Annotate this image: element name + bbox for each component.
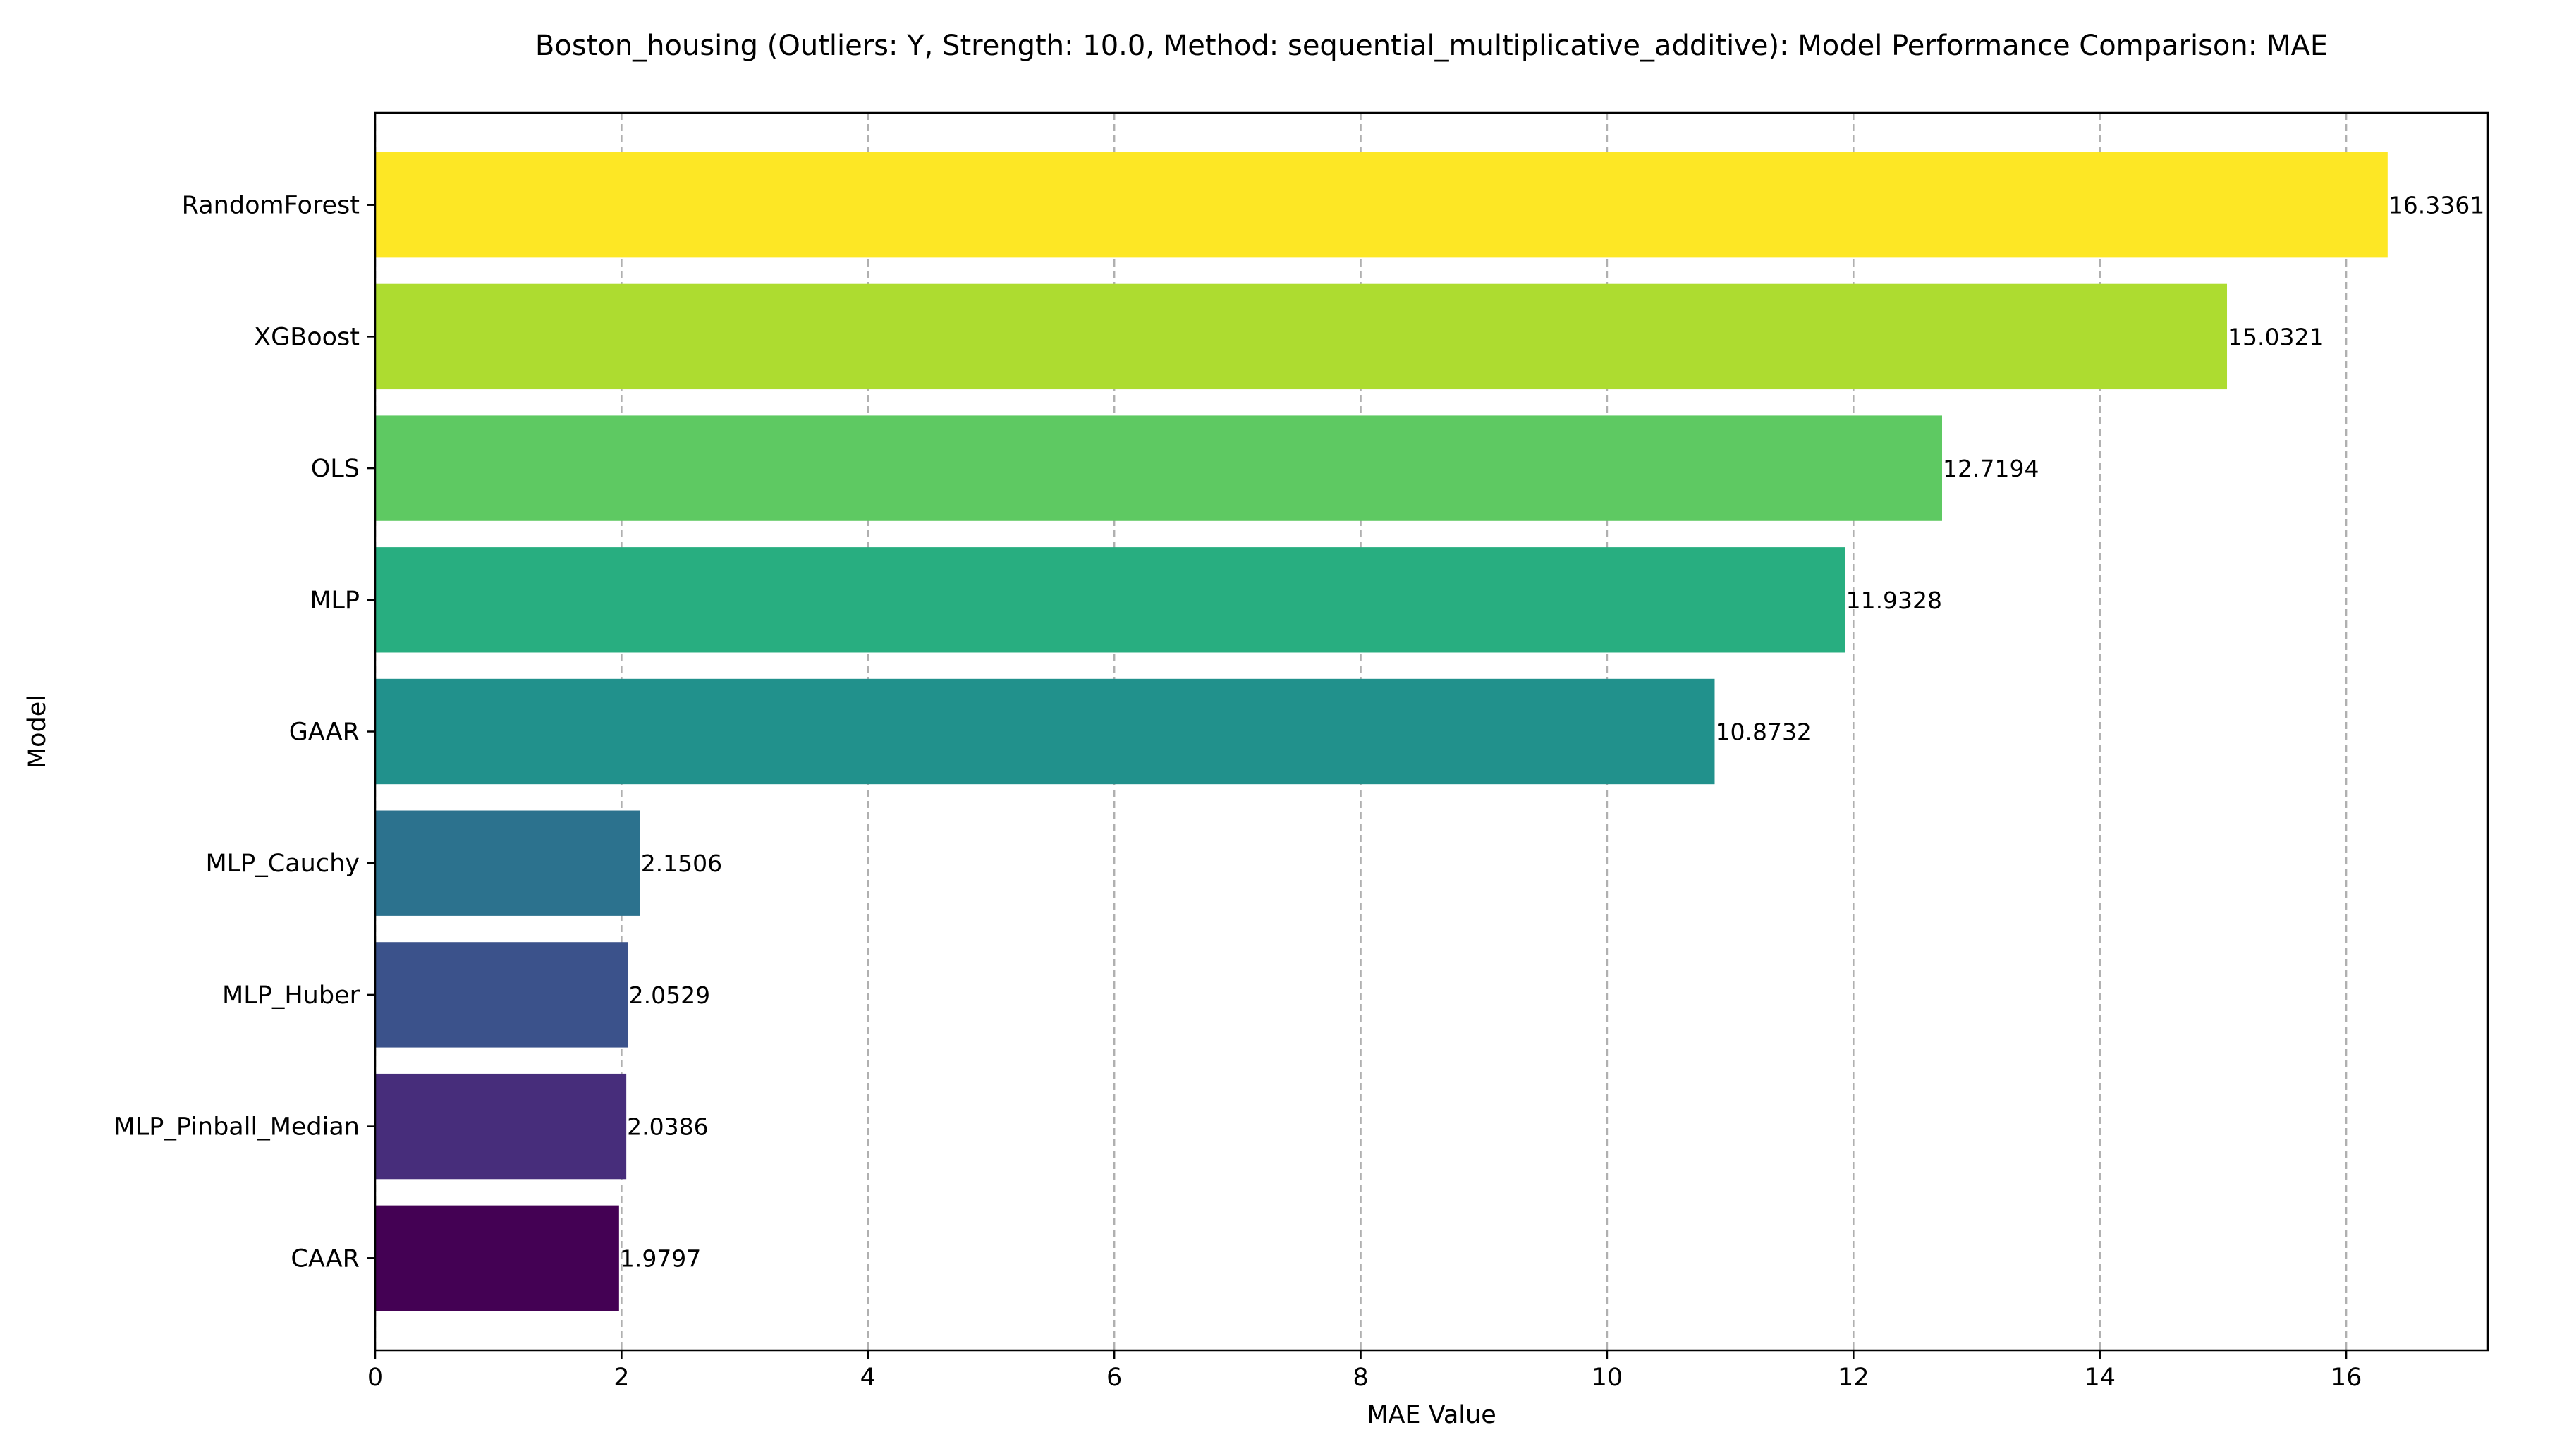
bar-value-labels: 1.9797 2.0386 2.0529 2.1506 10.8732 11.9328 12…	[620, 192, 2484, 1273]
x-tick-label: 10	[1592, 1364, 1623, 1392]
bar	[375, 283, 2228, 390]
x-tick-label: 12	[1838, 1364, 1869, 1392]
bar	[375, 810, 640, 916]
bar-value-label: 10.8732	[1715, 718, 1811, 746]
bar-value-label: 2.0386	[627, 1113, 708, 1141]
x-tick-label: 0	[367, 1364, 383, 1392]
y-tick-label: GAAR	[289, 718, 360, 747]
y-tick-label: MLP_Pinball_Median	[114, 1113, 360, 1142]
chart-title: Boston_housing (Outliers: Y, Strength: 1…	[535, 30, 2328, 62]
bar	[375, 547, 1845, 653]
bar-value-label: 1.9797	[620, 1244, 701, 1272]
bar-value-label: 15.0321	[2228, 323, 2324, 350]
bar-value-label: 11.9328	[1846, 587, 1942, 614]
y-tick-label: MLP_Cauchy	[205, 850, 360, 878]
x-tick-label: 4	[860, 1364, 876, 1392]
y-tick-label: MLP	[310, 587, 360, 615]
x-tick-label: 2	[614, 1364, 629, 1392]
x-axis-label: MAE Value	[1367, 1401, 1496, 1429]
bar-value-label: 2.0529	[629, 981, 710, 1009]
bar	[375, 1073, 627, 1180]
bars	[375, 152, 2388, 1311]
y-tick-label: OLS	[311, 455, 360, 483]
x-tick-label: 8	[1353, 1364, 1368, 1392]
y-tick-label: RandomForest	[182, 192, 360, 220]
bar	[375, 152, 2388, 258]
y-axis: CAAR MLP_Pinball_Median MLP_Huber MLP_Cauch…	[114, 192, 375, 1273]
y-tick-label: MLP_Huber	[222, 981, 360, 1010]
x-tick-label: 16	[2331, 1364, 2362, 1392]
bar	[375, 415, 1943, 521]
x-axis: 0 2 4 6 8 10 12 14 16	[367, 1350, 2362, 1392]
y-axis-label: Model	[23, 695, 51, 769]
bar-value-label: 12.7194	[1943, 455, 2039, 482]
x-tick-label: 6	[1106, 1364, 1122, 1392]
bar	[375, 1205, 619, 1311]
bar	[375, 678, 1715, 785]
y-tick-label: XGBoost	[254, 323, 360, 351]
bar-value-label: 2.1506	[641, 850, 722, 877]
x-tick-label: 14	[2084, 1364, 2116, 1392]
bar	[375, 942, 628, 1048]
bar-value-label: 16.3361	[2388, 192, 2484, 219]
y-tick-label: CAAR	[291, 1244, 360, 1273]
